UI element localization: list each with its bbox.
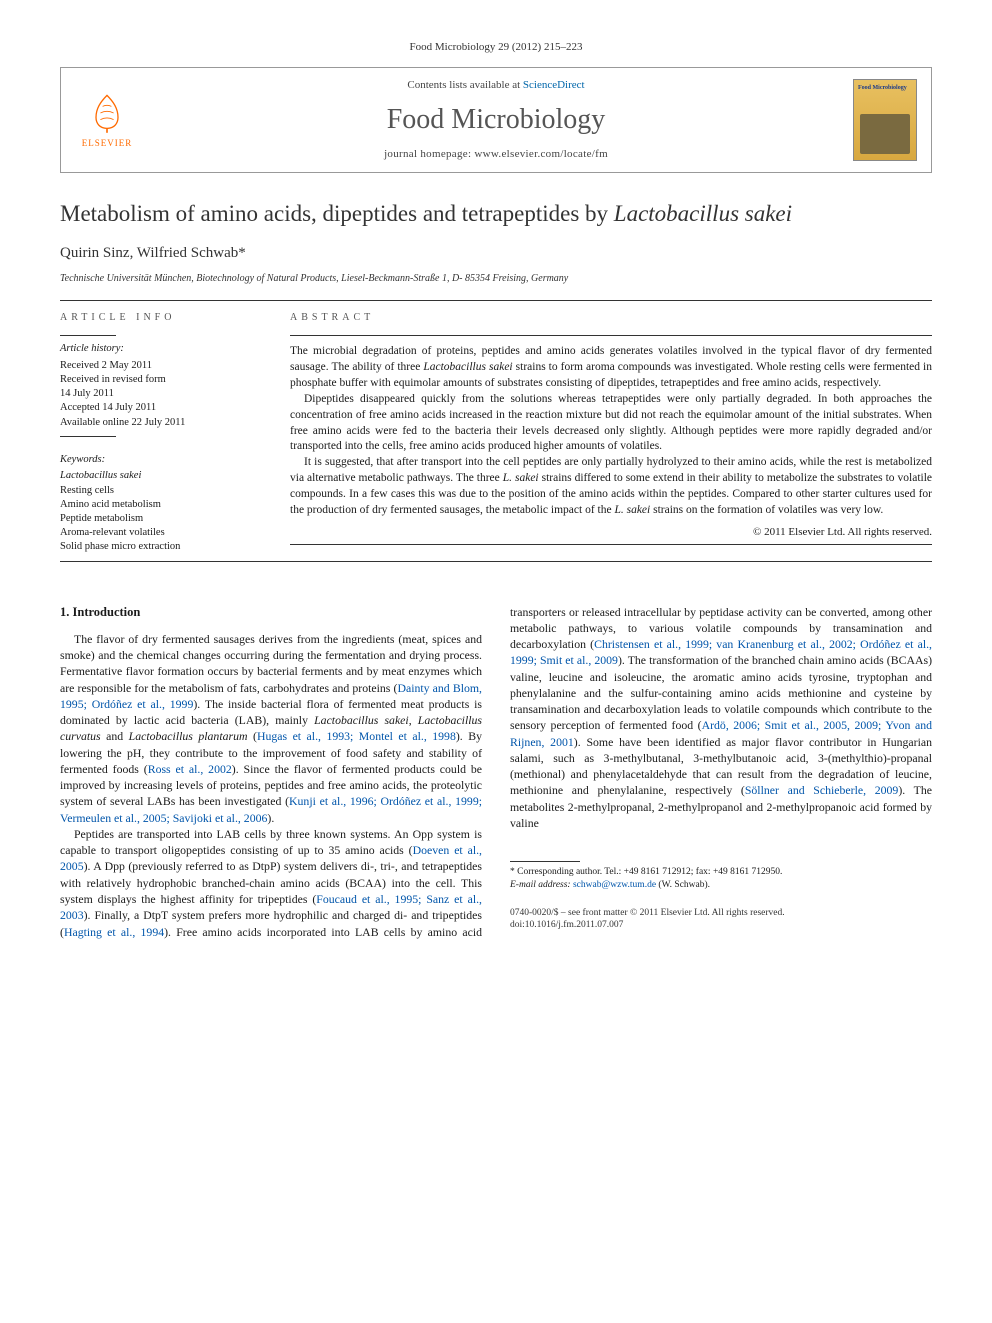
elsevier-logo: ELSEVIER <box>75 84 139 156</box>
footnote-rule <box>510 861 580 862</box>
abs-p2: Dipeptides disappeared quickly from the … <box>290 392 932 455</box>
rule-top <box>60 300 932 301</box>
keywords-head: Keywords: <box>60 453 260 468</box>
running-head: Food Microbiology 29 (2012) 215–223 <box>60 40 932 55</box>
author-list: Quirin Sinz, Wilfried Schwab* <box>60 243 932 264</box>
title-species: Lactobacillus sakei <box>614 201 792 226</box>
email-line: E-mail address: schwab@wzw.tum.de (W. Sc… <box>510 879 932 891</box>
abstract-rule-bottom <box>290 544 932 545</box>
t: , <box>409 713 418 727</box>
email-who: (W. Schwab). <box>656 880 710 890</box>
cover-image-placeholder <box>860 114 910 154</box>
abstract-column: ABSTRACT The microbial degradation of pr… <box>290 311 932 554</box>
citation[interactable]: Söllner and Schieberle, 2009 <box>745 783 898 797</box>
journal-name: Food Microbiology <box>139 100 853 139</box>
cover-title: Food Microbiology <box>858 84 912 92</box>
citation[interactable]: Ross et al., 2002 <box>148 762 232 776</box>
info-rule <box>60 335 116 336</box>
affiliation: Technische Universität München, Biotechn… <box>60 272 932 286</box>
contents-text: Contents lists available at <box>407 79 522 91</box>
history-head: Article history: <box>60 342 260 357</box>
abstract-copyright: © 2011 Elsevier Ltd. All rights reserved… <box>290 525 932 540</box>
section-heading-1: 1. Introduction <box>60 604 482 621</box>
abs-p3e: strains on the formation of volatiles wa… <box>650 504 883 516</box>
homepage-label: journal homepage: <box>384 148 474 160</box>
history-accepted: Accepted 14 July 2011 <box>60 401 260 415</box>
abstract-text: The microbial degradation of proteins, p… <box>290 344 932 518</box>
body-columns: 1. Introduction The flavor of dry fermen… <box>60 604 932 940</box>
t: ). <box>267 811 274 825</box>
body-p1: The flavor of dry fermented sausages der… <box>60 631 482 826</box>
abstract-rule-top <box>290 335 932 336</box>
title-plain: Metabolism of amino acids, dipeptides an… <box>60 201 614 226</box>
corresponding-author: * Corresponding author. Tel.: +49 8161 7… <box>510 866 932 878</box>
t: and <box>101 729 129 743</box>
keyword-3: Amino acid metabolism <box>60 498 260 512</box>
keyword-5: Aroma-relevant volatiles <box>60 526 260 540</box>
history-revised-2: 14 July 2011 <box>60 387 260 401</box>
abs-p3b: L. sakei <box>503 472 539 484</box>
footnote-block: * Corresponding author. Tel.: +49 8161 7… <box>510 861 932 931</box>
info-rule-2 <box>60 436 116 437</box>
homepage-line: journal homepage: www.elsevier.com/locat… <box>139 147 853 162</box>
article-info-column: ARTICLE INFO Article history: Received 2… <box>60 311 260 554</box>
history-online: Available online 22 July 2011 <box>60 416 260 430</box>
species: Lactobacillus sakei <box>314 713 409 727</box>
history-revised-1: Received in revised form <box>60 373 260 387</box>
email-link[interactable]: schwab@wzw.tum.de <box>573 880 656 890</box>
sciencedirect-link[interactable]: ScienceDirect <box>523 79 585 91</box>
elsevier-tree-icon <box>85 91 129 135</box>
citation[interactable]: Hugas et al., 1993; Montel et al., 1998 <box>257 729 456 743</box>
t: ( <box>248 729 257 743</box>
keyword-4: Peptide metabolism <box>60 512 260 526</box>
history-received: Received 2 May 2011 <box>60 359 260 373</box>
rule-mid <box>60 561 932 562</box>
homepage-url[interactable]: www.elsevier.com/locate/fm <box>474 148 608 160</box>
species: Lactobacillus plantarum <box>129 729 248 743</box>
abs-p3d: L. sakei <box>614 504 650 516</box>
keyword-6: Solid phase micro extraction <box>60 540 260 554</box>
email-label: E-mail address: <box>510 880 573 890</box>
article-info-label: ARTICLE INFO <box>60 311 260 325</box>
journal-header-box: ELSEVIER Contents lists available at Sci… <box>60 67 932 173</box>
citation[interactable]: Hagting et al., 1994 <box>64 925 164 939</box>
doi-line: doi:10.1016/j.fm.2011.07.007 <box>510 919 932 931</box>
abstract-label: ABSTRACT <box>290 311 932 325</box>
contents-line: Contents lists available at ScienceDirec… <box>139 78 853 93</box>
keyword-1: Lactobacillus sakei <box>60 469 260 483</box>
footer-meta: 0740-0020/$ – see front matter © 2011 El… <box>510 907 932 932</box>
front-matter-line: 0740-0020/$ – see front matter © 2011 El… <box>510 907 932 919</box>
abs-p1b: Lactobacillus sakei <box>423 361 512 373</box>
elsevier-label: ELSEVIER <box>82 137 133 150</box>
article-title: Metabolism of amino acids, dipeptides an… <box>60 199 932 229</box>
keyword-2: Resting cells <box>60 484 260 498</box>
journal-cover-thumbnail: Food Microbiology <box>853 79 917 161</box>
